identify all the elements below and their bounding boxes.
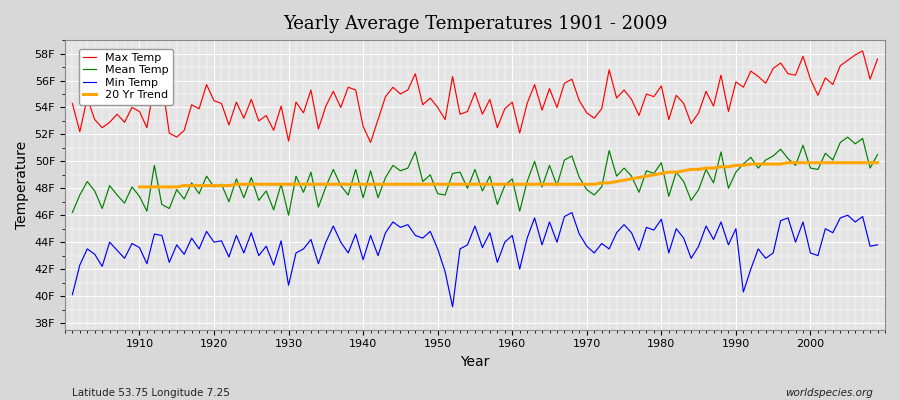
Max Temp (67, 101, 77, 106)
Line: 20 Yr Trend: 20 Yr Trend (140, 163, 878, 187)
Min Temp (447, 304, 458, 309)
Min Temp (291, 250, 302, 255)
X-axis label: Year: Year (460, 355, 490, 369)
Mean Temp (284, 213, 294, 218)
Min Temp (127, 241, 138, 246)
Max Temp (507, 100, 517, 104)
20 Yr Trend (820, 160, 831, 165)
Text: worldspecies.org: worldspecies.org (785, 388, 873, 398)
20 Yr Trend (134, 184, 145, 189)
Line: Max Temp: Max Temp (72, 51, 878, 142)
Mean Temp (842, 135, 853, 140)
Min Temp (514, 267, 525, 272)
Mean Temp (507, 176, 517, 181)
Legend: Max Temp, Mean Temp, Min Temp, 20 Yr Trend: Max Temp, Mean Temp, Min Temp, 20 Yr Tre… (78, 48, 174, 104)
20 Yr Trend (783, 160, 794, 165)
20 Yr Trend (574, 182, 585, 187)
20 Yr Trend (872, 160, 883, 165)
Y-axis label: Temperature: Temperature (15, 141, 29, 229)
Max Temp (604, 67, 615, 72)
20 Yr Trend (514, 182, 525, 187)
Max Temp (872, 56, 883, 61)
Max Temp (857, 48, 868, 53)
Max Temp (514, 131, 525, 136)
Title: Yearly Average Temperatures 1901 - 2009: Yearly Average Temperatures 1901 - 2009 (283, 15, 667, 33)
Mean Temp (343, 193, 354, 198)
Min Temp (507, 233, 517, 238)
Mean Temp (298, 190, 309, 195)
Max Temp (127, 105, 138, 110)
Mean Temp (67, 210, 77, 215)
Max Temp (365, 140, 376, 145)
Mean Temp (604, 148, 615, 153)
Mean Temp (514, 209, 525, 214)
Min Temp (872, 242, 883, 247)
Text: Latitude 53.75 Longitude 7.25: Latitude 53.75 Longitude 7.25 (72, 388, 230, 398)
Min Temp (336, 240, 346, 244)
20 Yr Trend (842, 160, 853, 165)
20 Yr Trend (275, 182, 286, 187)
Min Temp (566, 210, 577, 215)
Max Temp (336, 105, 346, 110)
Line: Mean Temp: Mean Temp (72, 137, 878, 215)
Line: Min Temp: Min Temp (72, 212, 878, 307)
Min Temp (67, 292, 77, 297)
Min Temp (611, 230, 622, 235)
Mean Temp (872, 152, 883, 157)
Mean Temp (127, 184, 138, 189)
20 Yr Trend (305, 182, 316, 187)
Max Temp (291, 100, 302, 104)
